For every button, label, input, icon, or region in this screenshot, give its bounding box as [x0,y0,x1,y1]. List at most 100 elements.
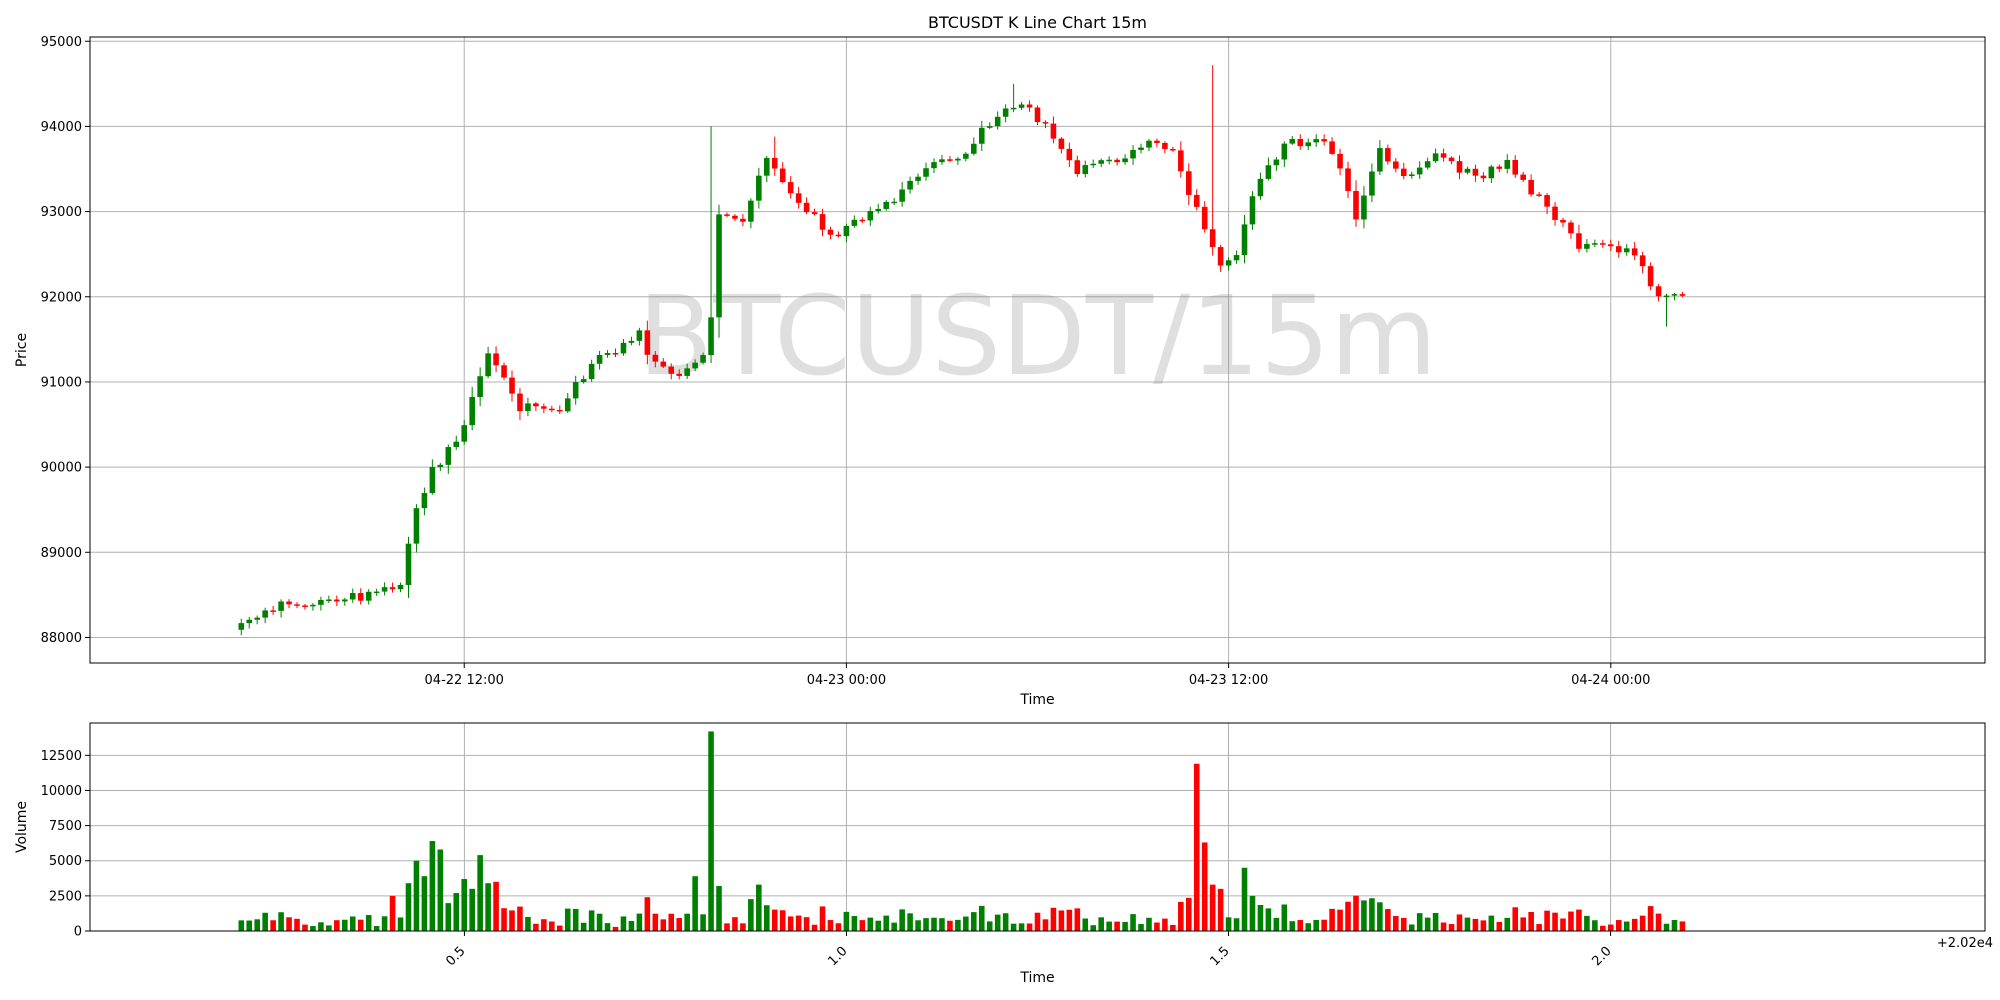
volume-bar [1002,913,1009,931]
volume-gridlines [90,723,1985,932]
candle-body [580,379,587,383]
candle-body [1600,243,1606,245]
candle-body [1082,165,1089,174]
candle-body [827,229,834,235]
candle-body [1225,260,1232,266]
volume-bar [1074,908,1081,931]
volume-bar [549,921,555,931]
volume-bar [1592,920,1598,931]
volume-bar [1369,898,1375,931]
volume-bar [1146,917,1152,931]
volume-bar [596,913,603,931]
volume-bar [1520,917,1526,931]
volume-bar [326,925,332,931]
volume-bar [1138,924,1144,931]
volume-chart: 0 2500 5000 7500 10000 12500 0.5 1.0 1.5 2.0 Time V… [14,722,1993,986]
volume-bar [708,731,714,931]
volume-bar [1679,921,1686,931]
candle-body [1424,161,1431,168]
volume-bar [748,899,754,931]
volume-bar [1416,913,1423,931]
volume-xtick-label: 1.5 [1207,944,1232,969]
price-xtick-label: 04-23 00:00 [807,673,886,688]
volume-bar [1655,913,1662,931]
candle-body [851,219,858,226]
volume-bar [381,916,388,931]
candle-body [572,382,579,399]
candle-body [485,353,491,377]
candle-body [1440,153,1447,158]
price-ytick-label: 88000 [41,631,82,646]
volume-bar [1393,916,1399,931]
volume-bar [246,920,253,931]
volume-bar [1193,763,1200,931]
candle-body [620,342,627,354]
candle-body [771,157,778,169]
volume-bar [676,918,682,931]
candle-body [413,508,420,544]
candle-body [334,599,340,602]
volume-bar [1241,867,1248,931]
candle-body [429,467,436,494]
volume-bar [819,906,826,931]
volume-bar [1289,921,1296,931]
candle-body [1026,104,1033,108]
volume-bar [652,913,659,931]
volume-bar [1170,924,1176,931]
candle-body [1472,168,1479,176]
candle-body [684,368,690,376]
volume-bar [1217,888,1224,931]
candle-body [1289,139,1296,144]
candle-body [1615,246,1622,253]
candle-body [1647,266,1654,287]
candle-body [1217,247,1224,266]
chart-watermark: BTCUSDT/15m [638,272,1437,400]
volume-bar [1512,907,1519,931]
volume-bar [1631,918,1638,931]
volume-bar [692,876,698,931]
candle-body [1090,163,1097,166]
candle-body [1393,161,1399,169]
volume-bar [302,924,308,931]
volume-bar [1544,910,1550,931]
volume-bar [405,883,412,931]
candle-body [915,176,921,181]
price-ytick-label: 93000 [41,205,82,220]
volume-bar [1361,900,1367,931]
candle-body [1488,166,1495,179]
volume-bar [1671,920,1678,931]
candle-body [1074,160,1081,174]
volume-bar [270,920,276,931]
candle-body [238,623,245,630]
volume-bar [334,920,340,931]
volume-bar [1647,906,1654,931]
candle-body [365,591,372,601]
candle-body [763,157,770,176]
candle-body [1002,108,1009,117]
volume-bar [357,919,364,931]
volume-bar [994,914,1001,931]
volume-bar [1249,895,1256,931]
volume-bar [620,916,627,931]
volume-bar [580,922,587,931]
volume-offset-label: +2.02e4 [1937,936,1993,951]
volume-bar [437,849,444,931]
candle-body [978,127,985,144]
candle-body [493,353,499,366]
candle-body [445,447,452,465]
volume-xtick-label: 0.5 [443,944,468,969]
volume-bar [238,920,245,931]
volume-bar [1098,917,1104,931]
candle-body [1607,244,1614,247]
candle-body [509,377,515,394]
volume-bar [1034,912,1041,931]
candle-body [1512,159,1519,175]
price-axes-frame [89,36,1986,664]
volume-bar [955,919,961,931]
volume-bar [1600,925,1606,931]
volume-xtick-label: 2.0 [1589,944,1614,969]
candle-body [939,159,945,163]
volume-bar [262,912,268,931]
volume-bars [238,731,1686,931]
candle-body [708,317,714,356]
